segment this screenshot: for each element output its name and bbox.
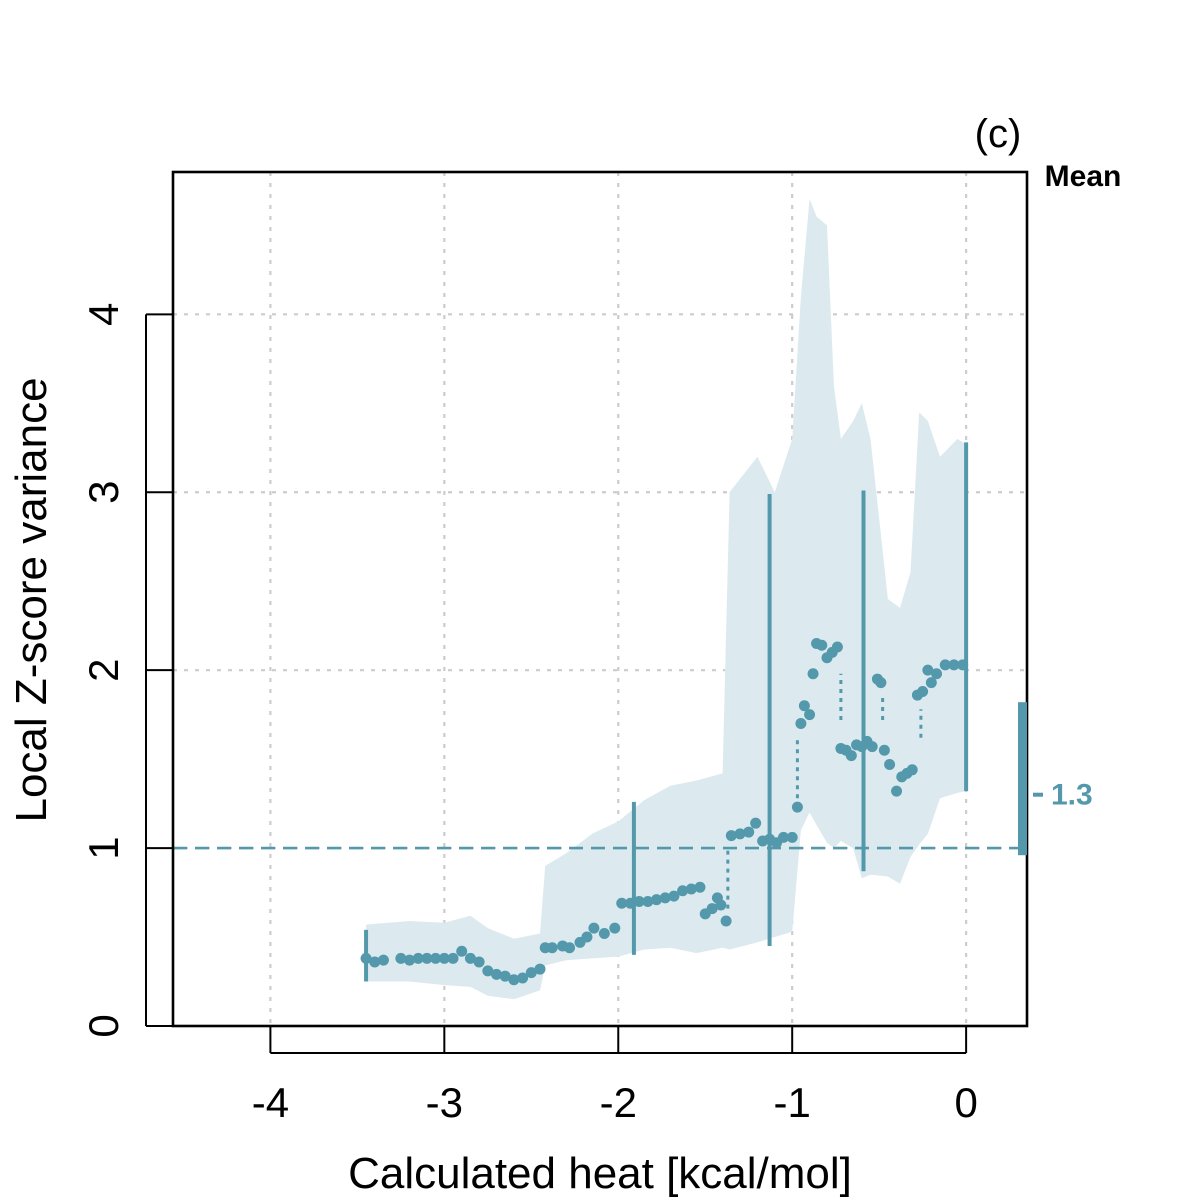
data-point	[931, 668, 943, 680]
data-point-layer	[360, 637, 969, 986]
data-point	[642, 895, 654, 907]
data-point	[609, 922, 621, 934]
data-point	[369, 956, 381, 968]
data-point	[525, 967, 537, 979]
data-point	[845, 750, 857, 762]
data-point	[616, 897, 628, 909]
data-point	[917, 686, 929, 698]
data-point	[925, 677, 937, 689]
x-tick-label: -1	[774, 1079, 811, 1126]
data-point	[786, 831, 798, 843]
data-point	[715, 899, 727, 911]
axes: -4 -3 -2 -1 0 0 1 2 3 4	[80, 303, 978, 1126]
data-point	[456, 945, 468, 957]
data-point	[706, 903, 718, 915]
data-point	[720, 915, 732, 927]
y-tick-label: 3	[80, 481, 127, 504]
data-point	[564, 942, 576, 954]
data-point	[430, 952, 442, 964]
data-point	[412, 952, 424, 964]
data-point	[491, 968, 503, 980]
data-point	[866, 741, 878, 753]
data-point	[633, 895, 645, 907]
x-tick-label: -4	[252, 1079, 289, 1126]
x-axis-label: Calculated heat [kcal/mol]	[348, 1149, 852, 1198]
data-point	[831, 641, 843, 653]
data-point	[464, 952, 476, 964]
y-tick-label: 4	[80, 303, 127, 326]
error-bar-layer	[364, 442, 969, 982]
data-point	[734, 828, 746, 840]
data-point	[482, 965, 494, 977]
plot-frame	[171, 170, 1029, 1028]
data-point	[598, 927, 610, 939]
data-point	[668, 890, 680, 902]
data-point	[816, 639, 828, 651]
y-tick-label: 2	[80, 658, 127, 681]
y-axis-label: Local Z-score variance	[7, 377, 56, 822]
data-point	[438, 952, 450, 964]
data-point	[588, 922, 600, 934]
confidence-band-layer	[366, 198, 967, 1000]
x-tick-label: 0	[954, 1079, 977, 1126]
data-point	[534, 963, 546, 975]
data-point	[659, 892, 671, 904]
data-point	[624, 897, 636, 909]
data-point	[499, 970, 511, 982]
y-tick-label: 0	[80, 1014, 127, 1037]
y-tick-label: 1	[80, 836, 127, 859]
data-point	[922, 664, 934, 676]
x-tick-label: -3	[426, 1079, 463, 1126]
data-point	[791, 801, 803, 813]
data-point	[581, 931, 593, 943]
mean-label: Mean	[1045, 160, 1122, 193]
data-point	[875, 677, 887, 689]
x-tick-label: -2	[600, 1079, 637, 1126]
data-point	[777, 831, 789, 843]
data-point	[948, 659, 960, 671]
data-point	[750, 817, 762, 829]
data-point	[878, 744, 890, 756]
data-point	[447, 952, 459, 964]
data-point	[677, 885, 689, 897]
data-point	[546, 942, 558, 954]
data-point	[743, 826, 755, 838]
data-point	[807, 668, 819, 680]
mean-value-label: 1.3	[1051, 779, 1093, 812]
panel-label: (c)	[975, 112, 1022, 156]
data-point	[694, 881, 706, 893]
data-point	[798, 700, 810, 712]
data-point	[651, 894, 663, 906]
data-point	[795, 718, 807, 730]
data-point	[804, 709, 816, 721]
data-point	[906, 764, 918, 776]
data-point	[473, 956, 485, 968]
data-point	[891, 785, 903, 797]
data-point	[685, 883, 697, 895]
data-point	[395, 952, 407, 964]
mean-indicator: 1.3	[1018, 702, 1093, 856]
data-point	[508, 974, 520, 986]
connector-layer	[726, 673, 923, 909]
data-point	[939, 659, 951, 671]
confidence-band	[366, 198, 967, 1000]
data-point	[404, 954, 416, 966]
data-point	[377, 954, 389, 966]
data-point	[360, 952, 372, 964]
data-point	[725, 830, 737, 842]
data-point	[421, 952, 433, 964]
mean-interval-bar	[1018, 702, 1027, 856]
data-point	[517, 972, 529, 984]
data-point	[884, 758, 896, 770]
data-point	[957, 659, 969, 671]
